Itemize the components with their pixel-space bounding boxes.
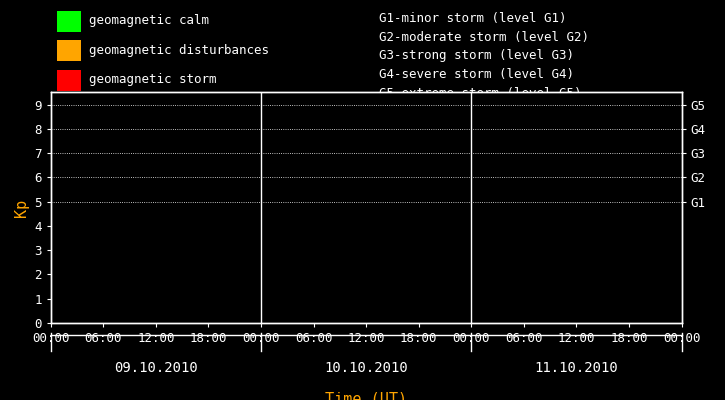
Bar: [57, 70, 81, 91]
Text: G3-strong storm (level G3): G3-strong storm (level G3): [378, 49, 573, 62]
Text: geomagnetic calm: geomagnetic calm: [88, 14, 209, 27]
Text: G5-extreme storm (level G5): G5-extreme storm (level G5): [378, 86, 581, 100]
Text: G4-severe storm (level G4): G4-severe storm (level G4): [378, 68, 573, 81]
Text: 10.10.2010: 10.10.2010: [324, 361, 408, 375]
Text: geomagnetic storm: geomagnetic storm: [88, 73, 216, 86]
Text: G1-minor storm (level G1): G1-minor storm (level G1): [378, 12, 566, 25]
Text: 11.10.2010: 11.10.2010: [534, 361, 618, 375]
Bar: [57, 40, 81, 61]
Text: geomagnetic disturbances: geomagnetic disturbances: [88, 44, 268, 57]
Y-axis label: Kp: Kp: [14, 198, 29, 217]
Text: 09.10.2010: 09.10.2010: [114, 361, 198, 375]
Bar: [57, 10, 81, 32]
Text: G2-moderate storm (level G2): G2-moderate storm (level G2): [378, 31, 589, 44]
Text: Time (UT): Time (UT): [325, 392, 407, 400]
